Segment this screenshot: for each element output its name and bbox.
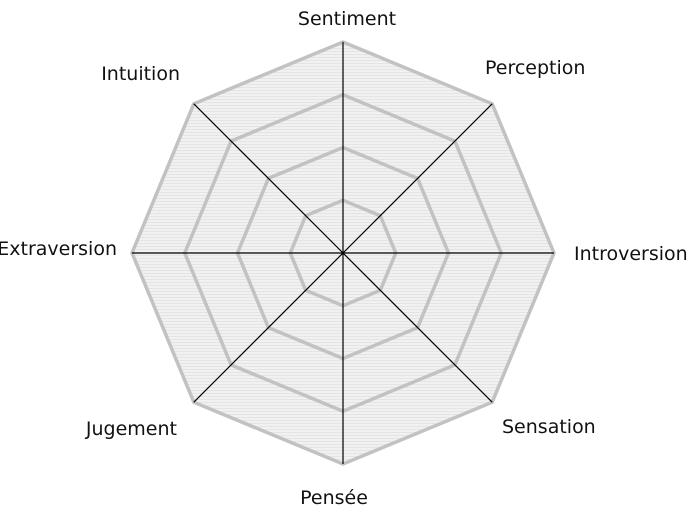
axis-spokes [132,42,554,464]
axis-label-0: Sentiment [298,8,396,30]
axis-label-1: Perception [485,57,585,79]
axis-label-7: Intuition [101,63,180,85]
axis-label-2: Introversion [574,243,688,265]
axis-label-5: Jugement [85,418,177,440]
axis-labels: Sentiment Perception Introversion Sensation… [0,8,688,509]
axis-label-3: Sensation [502,416,596,438]
axis-spoke-1 [342,103,493,254]
axis-spoke-3 [342,252,493,403]
axis-label-4: Pensée [300,487,368,509]
axis-label-6: Extraversion [0,238,117,260]
axis-spoke-7 [193,103,344,254]
axis-spoke-5 [193,252,344,403]
